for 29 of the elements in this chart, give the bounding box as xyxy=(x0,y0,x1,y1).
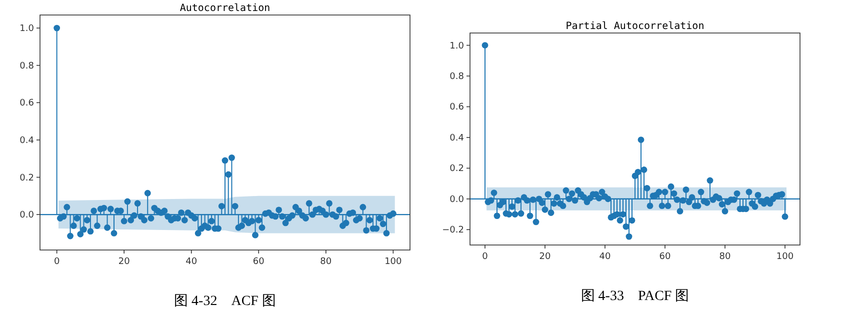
x-tick-label: 0 xyxy=(482,252,488,262)
y-tick-label: 0.4 xyxy=(20,136,34,146)
x-tick-label: 80 xyxy=(719,252,731,262)
y-tick-label: 0.8 xyxy=(20,61,34,72)
x-tick-label: 20 xyxy=(118,257,130,267)
y-tick-label: 0.0 xyxy=(20,210,34,221)
x-tick-label: 0 xyxy=(54,257,60,267)
y-tick-label: 0.2 xyxy=(20,173,34,184)
x-tick-label: 40 xyxy=(599,252,611,262)
y-tick-label: −0.2 xyxy=(442,226,464,236)
x-tick-label: 100 xyxy=(776,252,794,262)
y-tick-label: 1.0 xyxy=(20,24,34,34)
chart-title: Partial Autocorrelation xyxy=(566,21,704,32)
x-tick-label: 60 xyxy=(252,257,265,267)
y-tick-label: 0.8 xyxy=(450,72,464,82)
x-tick-label: 40 xyxy=(186,257,198,267)
y-tick-label: 0.6 xyxy=(450,102,464,113)
x-tick-label: 100 xyxy=(384,257,402,267)
y-tick-label: 0.4 xyxy=(450,133,464,144)
caption: 图 4-33 PACF 图 xyxy=(580,289,690,304)
caption: 图 4-32 ACF 图 xyxy=(174,294,276,309)
y-tick-label: 1.0 xyxy=(450,41,464,52)
y-tick-label: 0.0 xyxy=(450,194,464,205)
x-tick-label: 60 xyxy=(659,252,671,262)
x-tick-label: 20 xyxy=(539,252,551,262)
y-tick-label: 0.6 xyxy=(20,98,34,109)
chart-title: Autocorrelation xyxy=(180,3,270,14)
y-tick-label: 0.2 xyxy=(450,164,464,174)
x-tick-label: 80 xyxy=(320,257,332,267)
